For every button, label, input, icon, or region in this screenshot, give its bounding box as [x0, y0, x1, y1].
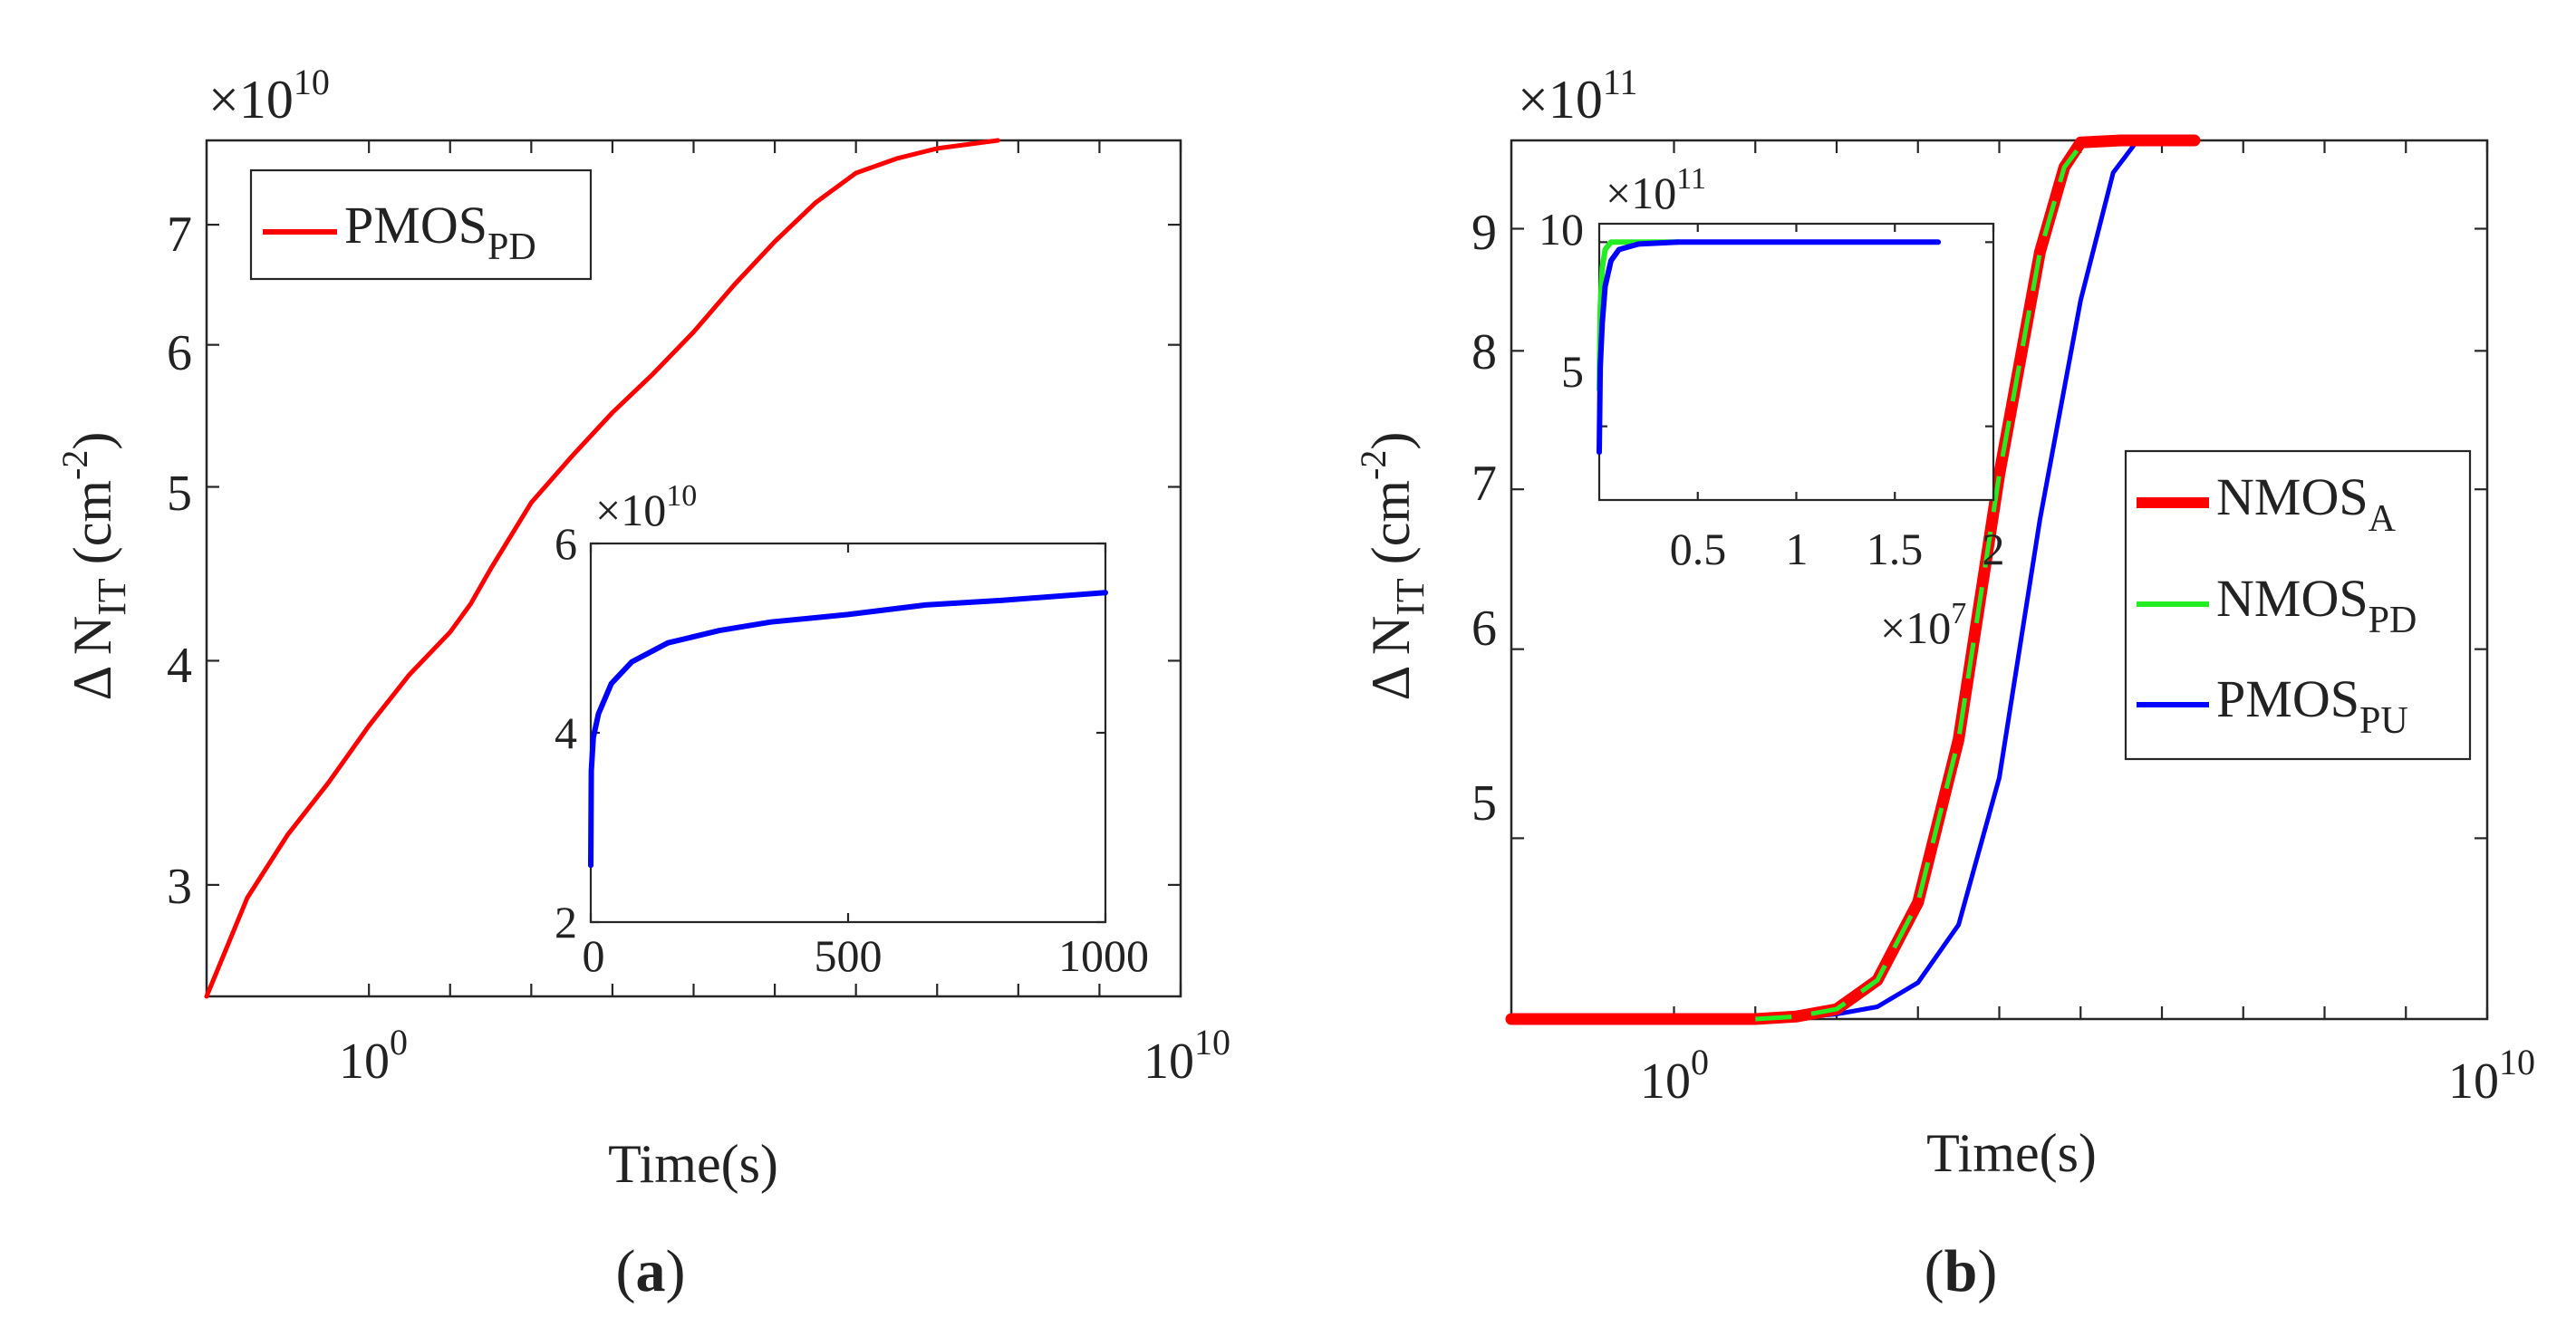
panel-b-inset-ytick-label: 10 [1539, 204, 1584, 255]
panel-b-inset: ×1011 5 10 0.5 1 1.5 2 ×107 [1539, 162, 2005, 653]
panel-b-ylabel: Δ NIT (cm-2) [1353, 432, 1433, 701]
panel-b-legend-label: NMOSPD [2216, 569, 2417, 641]
panel-a-inset-xtick-label: 0 [583, 930, 605, 981]
panel-b-ytick-label: 7 [1471, 456, 1497, 512]
panel-b-inset-multiplier: ×1011 [1606, 162, 1706, 218]
panel-a-inset-ytick-label: 4 [555, 707, 577, 758]
panel-b-multiplier: ×1011 [1518, 62, 1637, 130]
panel-a-inset-ytick-label: 2 [555, 897, 577, 947]
panel-a-series-pmos-pd [204, 138, 1000, 999]
panel-b-inset-xtick-label: 2 [1983, 524, 2005, 574]
panel-b-ytick-label: 6 [1471, 601, 1497, 657]
panel-b-inset-series-pmos-pu [1597, 239, 1942, 456]
panel-b-legend-label: PMOSPU [2216, 669, 2408, 742]
panel-a-multiplier: ×1010 [208, 62, 330, 130]
panel-a-ticks [207, 140, 1182, 996]
panel-a-inset-multiplier: ×1010 [595, 479, 697, 535]
panel-b-inset-plot-area [1597, 239, 1942, 456]
panel-a-xtick-label: 1010 [1143, 1022, 1230, 1090]
panel-b-ytick-label: 5 [1471, 775, 1497, 832]
panel-a-ytick-label: 5 [167, 466, 192, 522]
panel-b-inset-ticks [1599, 224, 1995, 500]
panel-a-legend-box [249, 168, 593, 281]
panel-a-caption: (a) [616, 1238, 686, 1304]
panel-b-inset-xtick-label: 0.5 [1670, 524, 1727, 574]
panel-b-plot-area [1505, 134, 2201, 1025]
panel-a-ytick-label: 3 [167, 859, 192, 915]
panel-a-plot-area [204, 138, 1000, 999]
panel-a: ×1010 3 4 5 6 7 100 1010 Time(s) Δ NIT (… [54, 62, 1230, 1304]
panel-b-inset-xmultiplier: ×107 [1880, 597, 1966, 653]
panel-b-series-pmos-pu [1769, 138, 2197, 1022]
panel-b-legend-label: NMOSA [2216, 467, 2397, 540]
panel-b-legend: NMOSA NMOSPD PMOSPU [2124, 449, 2472, 761]
panel-a-legend-label: PMOSPD [344, 196, 536, 268]
panel-b-inset-xtick-label: 1.5 [1867, 524, 1924, 574]
panel-b-inset-series-nmos-pd [1597, 239, 1681, 392]
panel-a-ytick-label: 7 [167, 207, 192, 263]
panel-a-legend: PMOSPD [249, 168, 593, 281]
panel-b-ytick-label: 8 [1471, 324, 1497, 380]
panel-b-series-nmos-pd [1755, 139, 2087, 1022]
panel-b-xtick-label: 1010 [2448, 1042, 2535, 1110]
panel-a-inset-plot-area [588, 590, 1108, 869]
panel-b-ytick-label: 9 [1471, 205, 1497, 261]
panel-b-xtick-label: 100 [1640, 1042, 1709, 1110]
panel-a-ytick-label: 4 [167, 638, 192, 694]
panel-b-inset-ytick-label: 5 [1561, 346, 1584, 397]
panel-a-ytick-label: 6 [167, 325, 192, 381]
panel-b-xlabel: Time(s) [1926, 1123, 2097, 1183]
panel-b: ×1011 5 6 7 8 9 100 1010 Time(s) Δ NIT (… [1353, 62, 2535, 1304]
panel-b-inset-xtick-label: 1 [1786, 524, 1809, 574]
panel-a-xtick-label: 100 [339, 1022, 408, 1090]
panel-a-ylabel: Δ NIT (cm-2) [54, 432, 134, 701]
panel-b-inset-axes [1597, 222, 1995, 502]
panel-a-xlabel: Time(s) [608, 1134, 778, 1194]
panel-a-inset-ytick-label: 6 [555, 518, 577, 569]
panel-a-inset: ×1010 2 4 6 0 500 1000 [555, 479, 1149, 981]
panel-a-inset-series [588, 590, 1108, 869]
panel-b-caption: (b) [1925, 1238, 1998, 1304]
panel-a-inset-xtick-label: 500 [815, 930, 883, 981]
panel-a-inset-xtick-label: 1000 [1058, 930, 1149, 981]
panel-a-inset-axes [589, 542, 1107, 924]
